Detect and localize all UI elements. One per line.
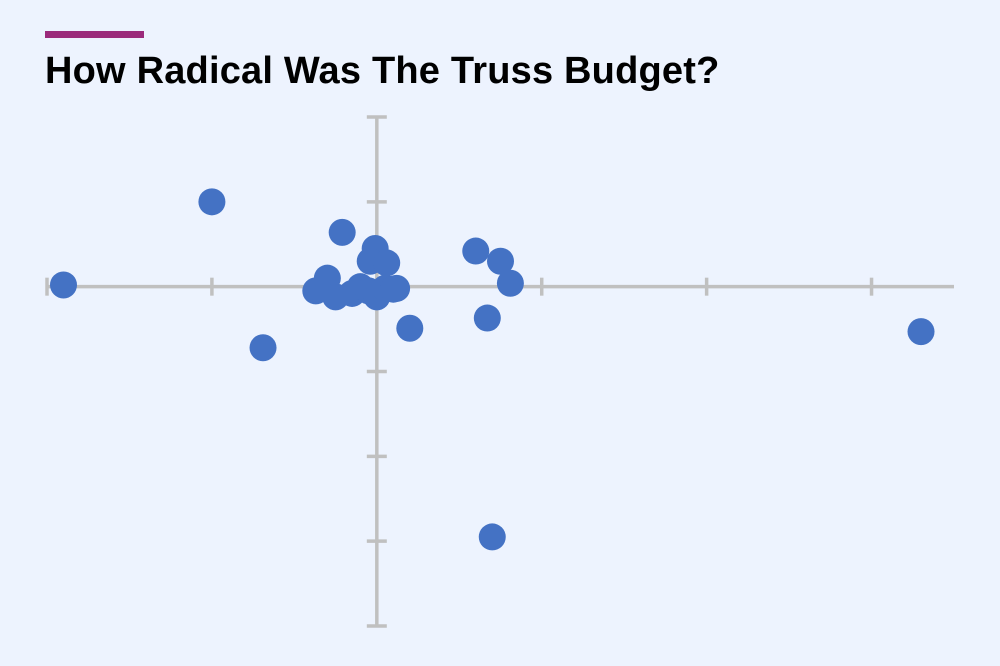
data-point <box>473 304 501 332</box>
data-point <box>907 318 935 346</box>
data-point <box>487 247 514 275</box>
data-point <box>198 188 226 216</box>
data-point <box>49 271 77 299</box>
data-point <box>396 314 424 342</box>
data-point <box>373 249 401 277</box>
axes-layer <box>45 115 954 628</box>
data-point <box>478 523 506 551</box>
data-point <box>249 334 277 362</box>
data-point <box>496 269 524 297</box>
title-accent-bar <box>45 31 144 38</box>
chart-title: How Radical Was The Truss Budget? <box>45 50 720 92</box>
data-point <box>383 274 411 302</box>
x-axis-ticks <box>45 277 874 296</box>
points-layer <box>49 188 935 551</box>
y-axis-ticks <box>366 115 387 628</box>
data-point <box>328 218 356 246</box>
data-point <box>462 237 490 265</box>
